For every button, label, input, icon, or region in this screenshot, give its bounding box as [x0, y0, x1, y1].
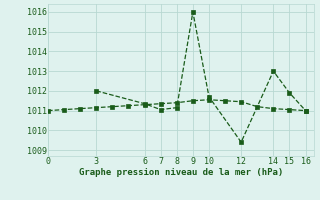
X-axis label: Graphe pression niveau de la mer (hPa): Graphe pression niveau de la mer (hPa)	[79, 168, 283, 177]
